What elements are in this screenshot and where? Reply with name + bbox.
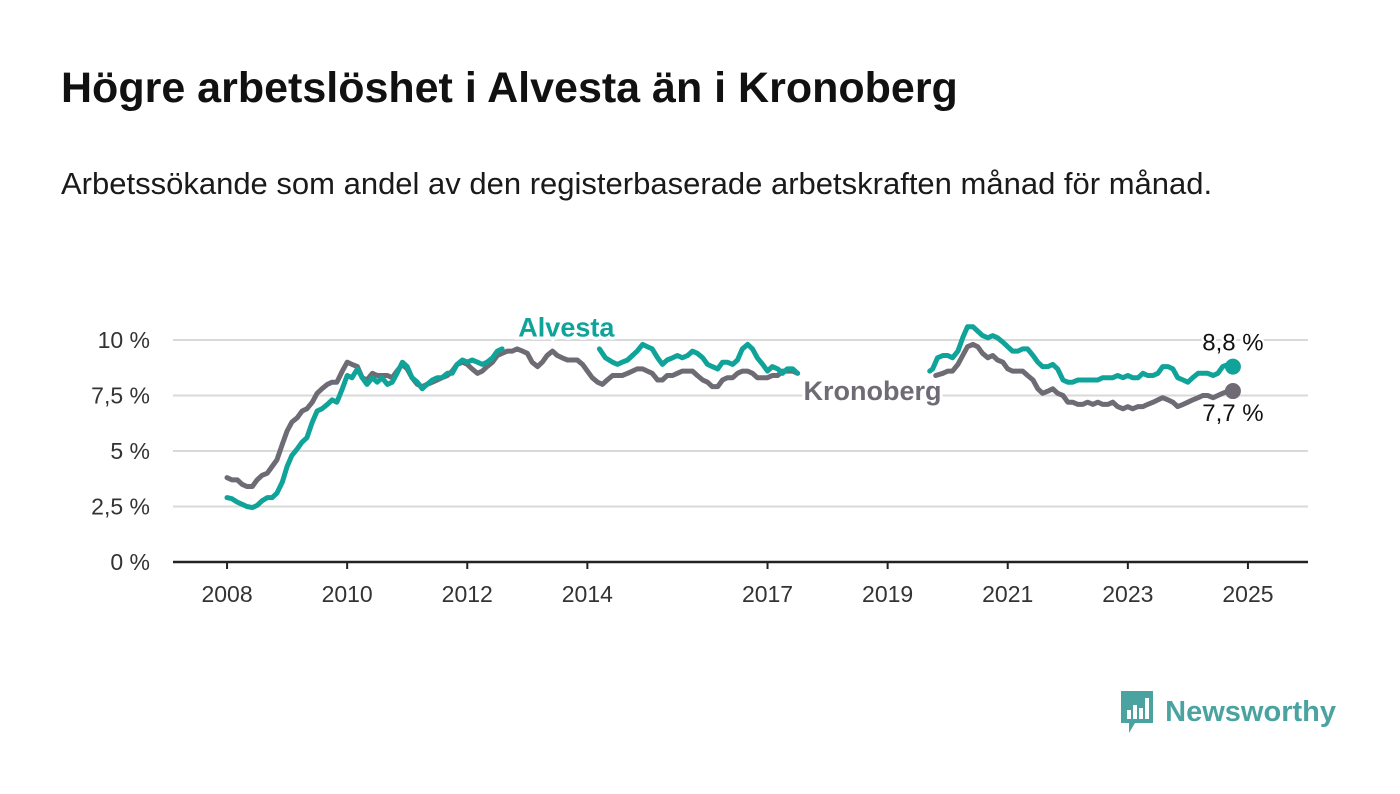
series-label-alvesta: Alvesta [518,313,615,343]
end-point-alvesta [1224,358,1241,375]
logo-bar [1133,705,1138,719]
x-tick-label: 2010 [322,581,373,607]
chart-subtitle: Arbetssökande som andel av den registerb… [61,166,1213,201]
x-tick-label: 2008 [201,581,252,607]
gridlines [173,339,1308,508]
y-tick-label: 7,5 % [91,383,150,409]
y-tick-label: 10 % [98,327,150,353]
newsworthy-brand: Newsworthy [1119,688,1336,736]
x-tick-label: 2019 [862,581,913,607]
end-point-kronoberg [1224,383,1241,400]
y-tick-label: 2,5 % [91,494,150,520]
brand-name: Newsworthy [1165,696,1336,728]
series-line-kronoberg [224,346,801,489]
x-tick-label: 2023 [1102,581,1153,607]
series-line-alvesta [224,346,505,511]
y-tick-label: 0 % [110,549,150,575]
series-line-alvesta [596,341,801,376]
series-line-kronoberg [933,341,1236,412]
chart-title: Högre arbetslöshet i Alvesta än i Kronob… [61,64,958,112]
x-tick-label: 2021 [982,581,1033,607]
x-tick-label: 2014 [562,581,613,607]
bar-chart-logo-icon [1121,691,1154,733]
y-tick-label: 5 % [110,438,150,464]
end-label-alvesta: 8,8 % [1202,330,1263,357]
logo-bar [1139,708,1144,719]
x-tick-label: 2017 [742,581,793,607]
x-tick-label: 2012 [442,581,493,607]
axes: 0 % 2,5 % 5 % 7,5 % 10 % 2008 2010 2012 2014 2017… [91,327,1308,607]
labels: Alvesta Kronoberg 8,8 % 7,7 % [515,310,1266,430]
series-line-alvesta [927,324,1236,385]
logo-bar [1145,698,1150,719]
end-label-kronoberg: 7,7 % [1202,400,1263,427]
series [224,324,1241,511]
x-tick-label: 2025 [1222,581,1273,607]
series-label-kronoberg: Kronoberg [804,376,942,406]
logo-bar [1127,710,1132,719]
